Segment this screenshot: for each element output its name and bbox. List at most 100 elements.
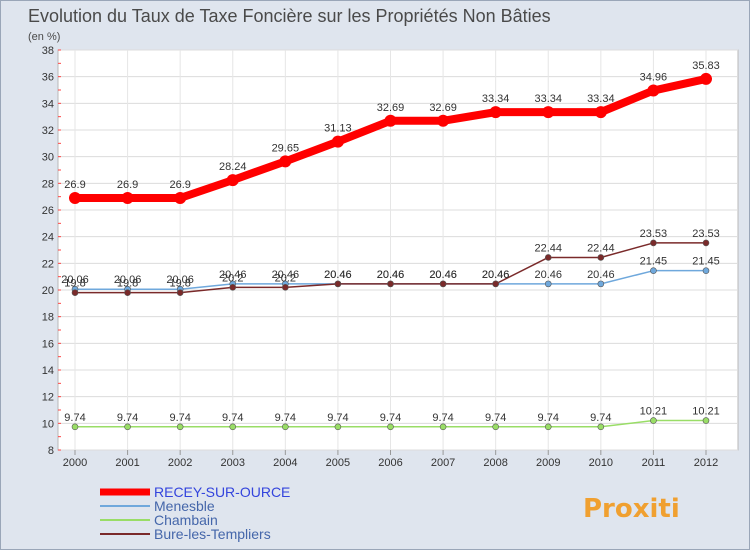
- data-point: [226, 174, 239, 187]
- y-tick-label: 30: [42, 152, 54, 164]
- data-point: [279, 155, 292, 168]
- data-label: 9.74: [275, 412, 296, 424]
- data-label: 20.46: [534, 269, 562, 281]
- data-label: 20.06: [166, 274, 194, 286]
- data-point: [650, 417, 657, 424]
- data-label: 28.24: [219, 161, 247, 173]
- data-label: 20.46: [272, 269, 300, 281]
- data-label: 21.45: [640, 256, 668, 268]
- x-tick-label: 2003: [221, 457, 245, 469]
- data-label: 32.69: [377, 102, 405, 114]
- data-label: 26.9: [117, 179, 138, 191]
- data-point: [282, 423, 289, 431]
- data-label: 19.8: [169, 278, 190, 290]
- data-point: [176, 289, 184, 296]
- data-point: [544, 254, 552, 261]
- x-tick-label: 2005: [326, 457, 350, 469]
- x-tick-label: 2009: [536, 457, 560, 469]
- data-label: 20.46: [219, 269, 247, 281]
- data-label: 33.34: [587, 93, 615, 105]
- data-label: 20.2: [275, 272, 296, 284]
- data-label: 26.9: [64, 179, 85, 191]
- data-label: 20.46: [429, 269, 457, 281]
- y-tick-label: 16: [42, 338, 54, 350]
- legend: RECEY-SUR-OURCEMenesbleChambainBure-les-…: [100, 484, 290, 542]
- data-label: 32.69: [429, 102, 457, 114]
- data-point: [439, 280, 447, 288]
- y-tick-label: 14: [42, 365, 54, 377]
- legend-label: RECEY-SUR-OURCE: [154, 484, 290, 500]
- data-point: [544, 423, 552, 431]
- data-label: 9.74: [169, 412, 190, 424]
- data-point: [597, 254, 605, 261]
- data-label: 35.83: [692, 60, 720, 72]
- data-point: [492, 423, 499, 431]
- data-point: [702, 417, 710, 424]
- data-point: [542, 106, 555, 119]
- data-point: [650, 239, 657, 247]
- data-label: 10.21: [640, 406, 668, 418]
- data-point: [597, 423, 605, 431]
- x-axis: 2000 2001 2002 2003 2004 2005 2006 2007 2008 2009…: [63, 450, 718, 469]
- data-point: [71, 423, 79, 431]
- data-label: 9.74: [590, 412, 611, 424]
- data-point: [334, 280, 342, 288]
- series-lines: [69, 72, 712, 431]
- data-point: [121, 192, 134, 204]
- data-label: 34.96: [640, 72, 668, 84]
- data-label: 9.74: [432, 412, 453, 424]
- y-tick-label: 18: [42, 312, 54, 324]
- y-tick-label: 10: [42, 418, 54, 430]
- data-point: [387, 423, 394, 431]
- x-tick-label: 2000: [63, 457, 87, 469]
- y-tick-label: 12: [42, 392, 54, 404]
- data-point: [597, 280, 605, 288]
- y-tick-label: 24: [42, 232, 54, 244]
- data-point: [384, 114, 397, 127]
- data-label: 19.8: [117, 278, 138, 290]
- x-tick-label: 2002: [168, 457, 192, 469]
- data-point: [229, 423, 237, 431]
- data-label: 20.06: [61, 274, 89, 286]
- data-label: 19.8: [64, 278, 85, 290]
- data-point: [334, 423, 342, 431]
- y-axis: 8 10 12 14 16 18 20 22 24 26 28 30 32 34 36 38: [42, 45, 61, 457]
- data-point: [69, 192, 81, 204]
- data-label: 21.45: [692, 256, 720, 268]
- x-tick-label: 2008: [483, 457, 507, 469]
- data-label: 33.34: [534, 93, 562, 105]
- plot-area: 8 10 12 14 16 18 20 22 24 26 28 30 32 34 36 38 2000 2001…: [42, 45, 739, 469]
- data-label: 31.13: [324, 123, 352, 135]
- x-tick-label: 2007: [431, 457, 455, 469]
- y-tick-label: 38: [42, 45, 54, 57]
- data-point: [489, 106, 502, 119]
- data-point: [594, 106, 607, 119]
- y-tick-label: 26: [42, 205, 54, 217]
- data-point: [229, 284, 237, 291]
- data-label: 20.06: [114, 274, 142, 286]
- data-label: 9.74: [64, 412, 85, 424]
- y-tick-label: 34: [42, 98, 54, 110]
- x-tick-label: 2006: [378, 457, 402, 469]
- data-point: [331, 135, 344, 148]
- chart-title: Evolution du Taux de Taxe Foncière sur l…: [28, 6, 551, 26]
- data-label: 20.2: [222, 272, 243, 284]
- data-point: [439, 423, 447, 431]
- y-tick-label: 32: [42, 125, 54, 137]
- data-label: 20.46: [482, 269, 510, 281]
- data-point: [174, 192, 187, 204]
- data-label: 9.74: [538, 412, 559, 424]
- plot-background: [57, 49, 739, 451]
- y-tick-label: 8: [48, 445, 54, 457]
- data-point: [702, 267, 710, 274]
- data-label: 20.46: [324, 269, 352, 281]
- legend-label: Menesble: [154, 498, 215, 514]
- x-tick-label: 2010: [589, 457, 613, 469]
- y-tick-label: 22: [42, 258, 54, 270]
- data-label: 9.74: [117, 412, 138, 424]
- data-point: [647, 84, 660, 97]
- y-tick-label: 36: [42, 72, 54, 84]
- data-point: [544, 280, 552, 288]
- x-tick-label: 2001: [115, 457, 139, 469]
